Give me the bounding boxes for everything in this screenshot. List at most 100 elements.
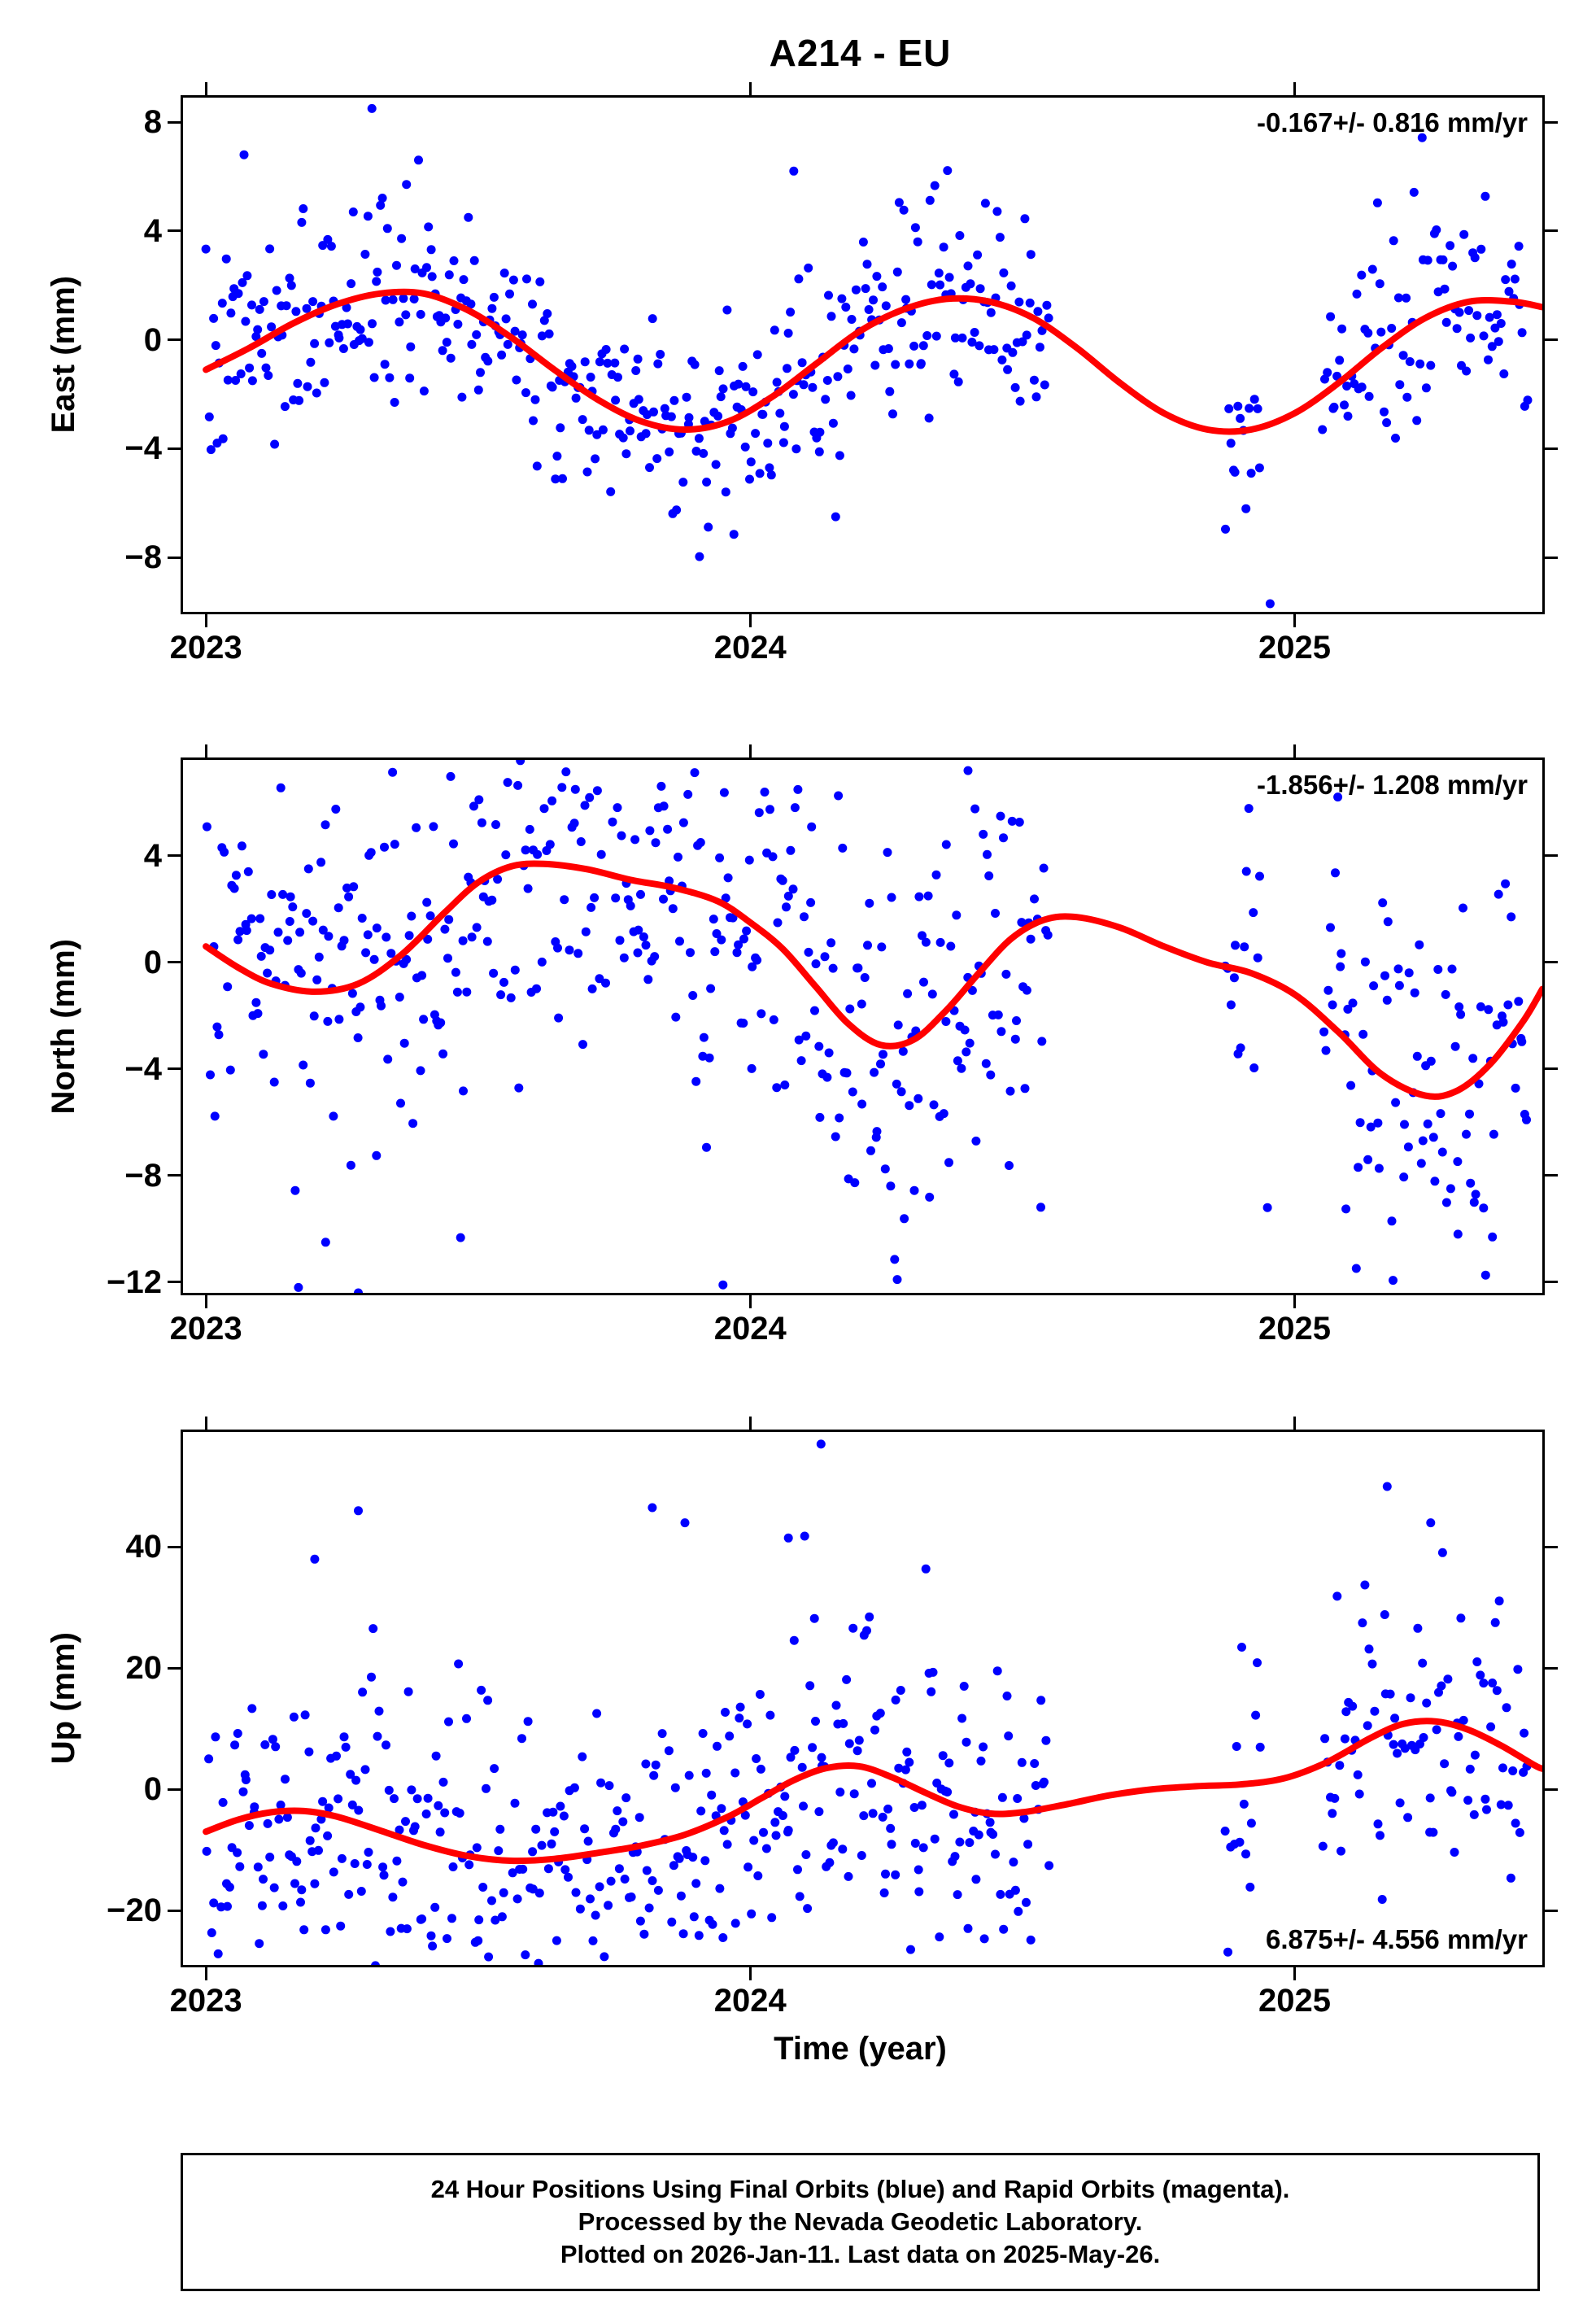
data-point <box>898 1046 908 1056</box>
data-point <box>314 1845 323 1855</box>
north-plot-area <box>202 760 1542 1293</box>
data-point <box>1370 1706 1380 1716</box>
data-point <box>1360 957 1370 967</box>
data-point <box>211 341 220 351</box>
data-point <box>1393 293 1403 303</box>
data-point <box>534 1958 543 1965</box>
y-tick <box>168 1545 181 1548</box>
caption-line-2: Processed by the Nevada Geodetic Laborat… <box>578 2207 1143 2236</box>
data-point <box>296 968 306 978</box>
data-point <box>652 454 662 464</box>
data-point <box>875 1709 885 1718</box>
data-point <box>1403 1142 1413 1152</box>
data-point <box>274 1814 284 1824</box>
data-point <box>698 1729 708 1738</box>
data-point <box>347 1800 357 1810</box>
data-point <box>532 461 542 471</box>
data-point <box>1443 1674 1453 1684</box>
data-point <box>1380 1610 1389 1619</box>
data-point <box>506 993 516 1002</box>
data-point <box>962 1737 971 1747</box>
y-tick-label: 4 <box>143 837 162 874</box>
data-point <box>800 912 809 922</box>
data-point <box>392 1856 402 1866</box>
data-point <box>935 937 945 947</box>
data-point <box>678 478 688 487</box>
data-point <box>321 1238 330 1247</box>
data-point <box>309 1011 319 1021</box>
data-point <box>983 849 992 859</box>
data-point <box>1014 818 1024 827</box>
data-point <box>1017 918 1027 928</box>
x-tick-label: 2024 <box>713 1983 787 2019</box>
data-point <box>885 386 895 396</box>
data-point <box>631 366 641 375</box>
data-point <box>474 1915 484 1925</box>
data-point <box>223 375 233 385</box>
data-point <box>1320 1734 1330 1744</box>
data-point <box>551 474 560 484</box>
x-tick <box>1293 82 1296 95</box>
data-point <box>963 766 973 775</box>
data-point <box>474 795 484 805</box>
data-point <box>857 1099 867 1109</box>
data-point <box>765 805 774 814</box>
data-point <box>410 264 420 273</box>
data-point <box>621 1793 631 1803</box>
data-point <box>719 1826 729 1836</box>
data-point <box>690 768 700 778</box>
data-point <box>1382 418 1392 427</box>
data-point <box>712 929 722 938</box>
data-point <box>532 984 541 993</box>
data-point <box>561 767 571 777</box>
data-point <box>695 552 704 561</box>
data-point <box>598 425 608 434</box>
data-point <box>253 325 263 334</box>
data-point <box>1026 934 1036 944</box>
data-point <box>1479 331 1489 341</box>
data-point <box>339 936 349 945</box>
data-point <box>717 1804 726 1814</box>
data-point <box>770 1818 780 1827</box>
data-point <box>436 1018 446 1028</box>
data-point <box>1355 1118 1365 1128</box>
data-point <box>976 1756 986 1766</box>
data-point <box>843 365 853 373</box>
data-point <box>1437 1147 1447 1157</box>
data-point <box>1343 412 1353 421</box>
data-point <box>259 297 268 307</box>
y-tick-label: −4 <box>124 430 162 467</box>
data-point <box>651 1760 661 1770</box>
north-axis-label-wrap: North (mm) <box>39 760 88 1293</box>
data-point <box>786 845 796 855</box>
data-point <box>1474 1079 1484 1089</box>
data-point <box>957 333 967 343</box>
data-point <box>741 382 751 391</box>
data-point <box>1026 1935 1036 1945</box>
data-point <box>395 317 404 327</box>
data-point <box>921 1564 931 1574</box>
data-point <box>996 811 1005 821</box>
data-point <box>887 893 896 902</box>
data-point <box>974 1830 983 1840</box>
data-point <box>1470 1750 1480 1760</box>
data-point <box>808 382 818 392</box>
data-point <box>1369 981 1379 991</box>
data-point <box>620 1875 630 1884</box>
data-point <box>872 1127 882 1137</box>
data-point <box>888 409 897 419</box>
data-point <box>1464 306 1474 316</box>
data-point <box>477 818 486 827</box>
data-point <box>752 1754 761 1763</box>
data-point <box>285 917 294 926</box>
data-point <box>801 1850 811 1859</box>
y-tick <box>168 556 181 559</box>
data-point <box>1333 792 1343 802</box>
data-point <box>1319 1027 1329 1037</box>
data-point <box>718 1280 728 1290</box>
data-point <box>991 909 1000 918</box>
data-point <box>1033 307 1043 317</box>
data-point <box>778 875 787 885</box>
data-point <box>518 1864 528 1874</box>
data-point <box>691 1879 701 1888</box>
